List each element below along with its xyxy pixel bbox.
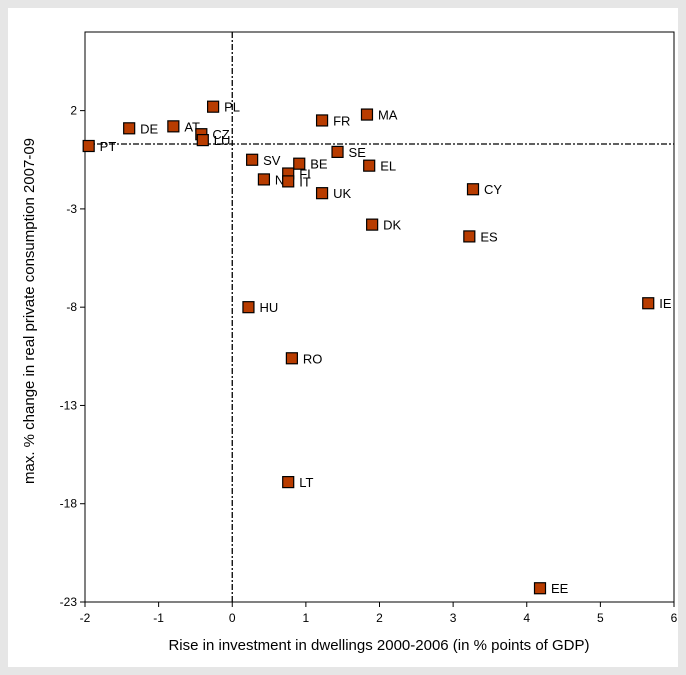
point-label-es: ES: [480, 229, 498, 244]
point-label-ma: MA: [378, 108, 398, 123]
x-tick-label: -1: [153, 611, 164, 625]
point-hu: [242, 301, 255, 314]
point-es: [463, 230, 476, 243]
point-label-lt: LT: [299, 475, 313, 490]
point-label-be: BE: [310, 157, 328, 172]
y-tick-label: -3: [66, 202, 77, 216]
y-tick-label: -13: [60, 398, 78, 412]
point-label-fr: FR: [333, 113, 350, 128]
chart-frame: -2 -1 0 1 2 3 4 5 6 2 -3 -8 -13 -18 -23 PL DE AT CZ LU PT F…: [8, 8, 678, 667]
x-tick-label: 6: [671, 611, 678, 625]
x-tick-label: -2: [80, 611, 91, 625]
point-label-de: DE: [140, 121, 158, 136]
point-fr: [315, 114, 329, 127]
point-label-hu: HU: [259, 300, 278, 315]
point-ie: [642, 297, 655, 310]
point-de: [123, 122, 136, 135]
y-tick-label: -23: [60, 595, 78, 609]
point-it: [282, 175, 295, 188]
point-cy: [466, 183, 480, 196]
point-label-pl: PL: [224, 100, 240, 115]
point-label-lu: LU: [214, 133, 231, 148]
x-tick-label: 5: [597, 611, 604, 625]
point-label-ro: RO: [303, 351, 323, 366]
x-tick-label: 0: [229, 611, 236, 625]
point-label-se: SE: [349, 145, 367, 160]
point-pt: [82, 139, 95, 153]
reference-lines: [85, 32, 674, 602]
point-sv: [246, 153, 259, 166]
point-lu: [196, 134, 209, 147]
x-tick-label: 3: [450, 611, 457, 625]
point-ee: [533, 582, 547, 595]
point-label-ee: EE: [551, 581, 569, 596]
point-label-cz: CZ: [212, 127, 229, 142]
data-points: PLDEATCZLUPTFRMASVBESEELFINLITUKCYDKESIE…: [82, 100, 672, 596]
point-pl: [207, 100, 220, 113]
point-lt: [282, 476, 295, 489]
point-dk: [366, 218, 379, 231]
point-label-el: EL: [380, 159, 396, 174]
point-uk: [315, 187, 329, 200]
point-nl: [257, 173, 271, 186]
plot-area: [84, 31, 675, 603]
y-tick-label: -8: [66, 300, 77, 314]
point-label-it: IT: [299, 174, 311, 189]
point-label-sv: SV: [263, 153, 281, 168]
point-label-fi: FI: [299, 167, 311, 182]
x-axis: -2 -1 0 1 2 3 4 5 6: [80, 602, 678, 625]
y-tick-label: 2: [70, 104, 77, 118]
point-label-pt: PT: [100, 139, 117, 154]
x-tick-label: 4: [523, 611, 530, 625]
x-tick-label: 2: [376, 611, 383, 625]
point-ro: [285, 352, 298, 365]
y-tick-label: -18: [60, 497, 78, 511]
point-el: [363, 159, 376, 172]
point-label-uk: UK: [333, 186, 351, 201]
point-ma: [360, 108, 374, 121]
point-label-ie: IE: [659, 296, 672, 311]
point-label-cy: CY: [484, 182, 502, 197]
point-label-dk: DK: [383, 218, 401, 233]
point-at: [167, 120, 180, 133]
x-axis-label: Rise in investment in dwellings 2000-200…: [168, 637, 589, 654]
point-be: [293, 157, 306, 170]
x-tick-label: 1: [303, 611, 310, 625]
y-axis-label: max. % change in real private consumptio…: [21, 138, 38, 484]
point-se: [331, 145, 344, 158]
y-axis: 2 -3 -8 -13 -18 -23: [60, 104, 85, 609]
